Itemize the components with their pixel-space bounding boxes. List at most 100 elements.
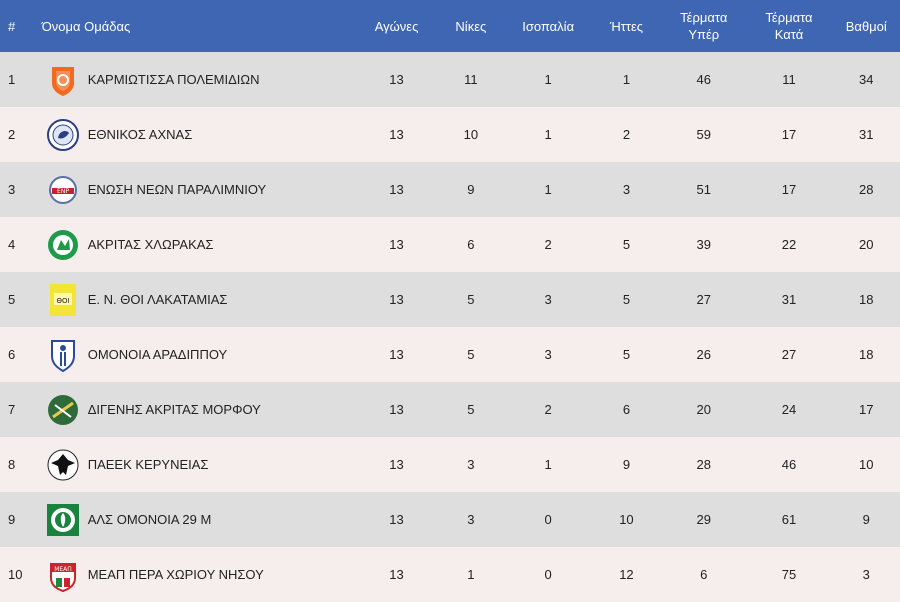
goals-for-cell: 28	[696, 457, 711, 472]
draws-cell: 1	[544, 72, 552, 87]
header-goals-against[interactable]: Τέρματα Κατά	[745, 9, 832, 43]
header-goals-against-line2: Κατά	[774, 27, 804, 42]
rank-cell: 3	[8, 182, 16, 197]
digenis-crest-icon	[46, 393, 80, 427]
header-played[interactable]: Αγώνες	[374, 18, 419, 34]
goals-for-cell: 26	[696, 347, 711, 362]
table-row[interactable]: 8 ΠΑΕΕΚ ΚΕΡΥΝΕΙΑΣ 13 3 1 9 28 46 10	[0, 437, 900, 492]
team-name[interactable]: ΕΝΩΣΗ ΝΕΩΝ ΠΑΡΑΛΙΜΝΙΟΥ	[87, 182, 267, 197]
goals-against-cell: 46	[781, 457, 797, 472]
table-row[interactable]: 4 ΑΚΡΙΤΑΣ ΧΛΩΡΑΚΑΣ 13 6 2 5 39 22 20	[0, 217, 900, 272]
thoi-crest-icon: ΘΟΙ	[46, 283, 80, 317]
goals-for-cell: 27	[696, 292, 711, 307]
header-goals-against-line1: Τέρματα	[765, 10, 813, 25]
table-row[interactable]: 5 ΘΟΙ Ε. Ν. ΘΟΙ ΛΑΚΑΤΑΜΙΑΣ 13 5 3 5 27 31 18	[0, 272, 900, 327]
draws-cell: 3	[544, 347, 552, 362]
team-name[interactable]: ΟΜΟΝΟΙΑ ΑΡΑΔΙΠΠΟΥ	[87, 347, 228, 362]
wins-cell: 6	[467, 237, 475, 252]
omonia-aradippou-crest-icon	[46, 338, 80, 372]
header-wins[interactable]: Νίκες	[455, 18, 487, 34]
team-name[interactable]: ΠΑΕΕΚ ΚΕΡΥΝΕΙΑΣ	[87, 457, 209, 472]
goals-against-cell: 27	[781, 347, 797, 362]
rank-cell: 10	[8, 567, 23, 582]
table-body: 1 ΚΑΡΜΙΩΤΙΣΣΑ ΠΟΛΕΜΙΔΙΩΝ 13 11 1 1 46 11 34 2 ΕΘΝΙ…	[0, 52, 900, 602]
losses-cell: 12	[619, 567, 634, 582]
goals-for-cell: 51	[696, 182, 711, 197]
header-goals-for[interactable]: Τέρματα Υπέρ	[662, 9, 745, 43]
table-row[interactable]: 2 ΕΘΝΙΚΟΣ ΑΧΝΑΣ 13 10 1 2 59 17 31	[0, 107, 900, 162]
table-row[interactable]: 1 ΚΑΡΜΙΩΤΙΣΣΑ ΠΟΛΕΜΙΔΙΩΝ 13 11 1 1 46 11 34	[0, 52, 900, 107]
losses-cell: 5	[622, 292, 631, 307]
rank-cell: 4	[8, 237, 16, 252]
team-cell[interactable]: ΑΚΡΙΤΑΣ ΧΛΩΡΑΚΑΣ	[42, 228, 357, 262]
ethnikos-crest-icon	[46, 118, 80, 152]
team-name[interactable]: ΜΕΑΠ ΠΕΡΑ ΧΩΡΙΟΥ ΝΗΣΟΥ	[87, 567, 264, 582]
points-cell: 17	[859, 402, 874, 417]
goals-for-cell: 6	[700, 567, 708, 582]
team-cell[interactable]: ΘΟΙ Ε. Ν. ΘΟΙ ΛΑΚΑΤΑΜΙΑΣ	[42, 283, 357, 317]
draws-cell: 3	[544, 292, 552, 307]
points-cell: 18	[859, 347, 874, 362]
team-name[interactable]: ΚΑΡΜΙΩΤΙΣΣΑ ΠΟΛΕΜΙΔΙΩΝ	[87, 72, 260, 87]
team-cell[interactable]: ΔΙΓΕΝΗΣ ΑΚΡΙΤΑΣ ΜΟΡΦΟΥ	[42, 393, 357, 427]
header-draws[interactable]: Ισοπαλία	[522, 18, 575, 34]
team-cell[interactable]: ENP ΕΝΩΣΗ ΝΕΩΝ ΠΑΡΑΛΙΜΝΙΟΥ	[42, 173, 357, 207]
played-cell: 13	[389, 402, 404, 417]
table-row[interactable]: 3 ENP ΕΝΩΣΗ ΝΕΩΝ ΠΑΡΑΛΙΜΝΙΟΥ 13 9 1 3 51 17 28	[0, 162, 900, 217]
team-name[interactable]: ΔΙΓΕΝΗΣ ΑΚΡΙΤΑΣ ΜΟΡΦΟΥ	[87, 402, 261, 417]
goals-for-cell: 59	[696, 127, 711, 142]
team-cell[interactable]: ΜΕΑΠ ΜΕΑΠ ΠΕΡΑ ΧΩΡΙΟΥ ΝΗΣΟΥ	[42, 558, 357, 592]
header-team[interactable]: Όνομα Ομάδας	[41, 18, 131, 34]
draws-cell: 0	[544, 512, 552, 527]
team-name[interactable]: Ε. Ν. ΘΟΙ ΛΑΚΑΤΑΜΙΑΣ	[87, 292, 228, 307]
goals-against-cell: 22	[781, 237, 797, 252]
table-row[interactable]: 6 ΟΜΟΝΟΙΑ ΑΡΑΔΙΠΠΟΥ 13 5 3 5 26 27 18	[0, 327, 900, 382]
header-losses[interactable]: Ήττες	[609, 18, 644, 34]
played-cell: 13	[389, 567, 404, 582]
points-cell: 31	[859, 127, 874, 142]
losses-cell: 3	[622, 182, 631, 197]
goals-against-cell: 75	[781, 567, 797, 582]
wins-cell: 3	[467, 512, 475, 527]
goals-against-cell: 61	[781, 512, 797, 527]
goals-against-cell: 31	[781, 292, 797, 307]
team-cell[interactable]: ΑΛΣ ΟΜΟΝΟΙΑ 29 Μ	[42, 503, 357, 537]
table-row[interactable]: 10 ΜΕΑΠ ΜΕΑΠ ΠΕΡΑ ΧΩΡΙΟΥ ΝΗΣΟΥ 13 1 0 12 6 75 3	[0, 547, 900, 602]
rank-cell: 9	[8, 512, 16, 527]
team-cell[interactable]: ΠΑΕΕΚ ΚΕΡΥΝΕΙΑΣ	[42, 448, 357, 482]
losses-cell: 5	[622, 237, 631, 252]
table-row[interactable]: 7 ΔΙΓΕΝΗΣ ΑΚΡΙΤΑΣ ΜΟΡΦΟΥ 13 5 2 6 20 24 17	[0, 382, 900, 437]
draws-cell: 1	[544, 127, 552, 142]
draws-cell: 1	[544, 457, 552, 472]
played-cell: 13	[389, 182, 404, 197]
team-cell[interactable]: ΚΑΡΜΙΩΤΙΣΣΑ ΠΟΛΕΜΙΔΙΩΝ	[42, 63, 357, 97]
enp-crest-icon: ENP	[46, 173, 80, 207]
rank-cell: 5	[8, 292, 16, 307]
team-cell[interactable]: ΟΜΟΝΟΙΑ ΑΡΑΔΙΠΠΟΥ	[42, 338, 357, 372]
rank-cell: 7	[8, 402, 16, 417]
points-cell: 10	[859, 457, 874, 472]
wins-cell: 10	[463, 127, 479, 142]
omonia29m-crest-icon	[46, 503, 80, 537]
rank-cell: 1	[8, 72, 16, 87]
goals-for-cell: 46	[696, 72, 711, 87]
played-cell: 13	[389, 512, 404, 527]
team-name[interactable]: ΑΚΡΙΤΑΣ ΧΛΩΡΑΚΑΣ	[87, 237, 214, 252]
team-name[interactable]: ΕΘΝΙΚΟΣ ΑΧΝΑΣ	[87, 127, 193, 142]
goals-against-cell: 11	[782, 72, 796, 87]
karmiotissa-crest-icon	[46, 63, 80, 97]
losses-cell: 5	[622, 347, 631, 362]
table-header: # Όνομα Ομάδας Αγώνες Νίκες Ισοπαλία Ήττ…	[0, 0, 900, 52]
goals-for-cell: 29	[696, 512, 711, 527]
header-goals-for-line2: Υπέρ	[688, 27, 720, 42]
team-name[interactable]: ΑΛΣ ΟΜΟΝΟΙΑ 29 Μ	[87, 512, 212, 527]
team-cell[interactable]: ΕΘΝΙΚΟΣ ΑΧΝΑΣ	[42, 118, 357, 152]
svg-text:ENP: ENP	[57, 188, 69, 195]
rank-cell: 8	[8, 457, 16, 472]
header-rank[interactable]: #	[8, 18, 16, 34]
losses-cell: 6	[622, 402, 631, 417]
table-row[interactable]: 9 ΑΛΣ ΟΜΟΝΟΙΑ 29 Μ 13 3 0 10 29 61 9	[0, 492, 900, 547]
header-points[interactable]: Βαθμοί	[845, 18, 887, 34]
goals-for-cell: 20	[696, 402, 711, 417]
